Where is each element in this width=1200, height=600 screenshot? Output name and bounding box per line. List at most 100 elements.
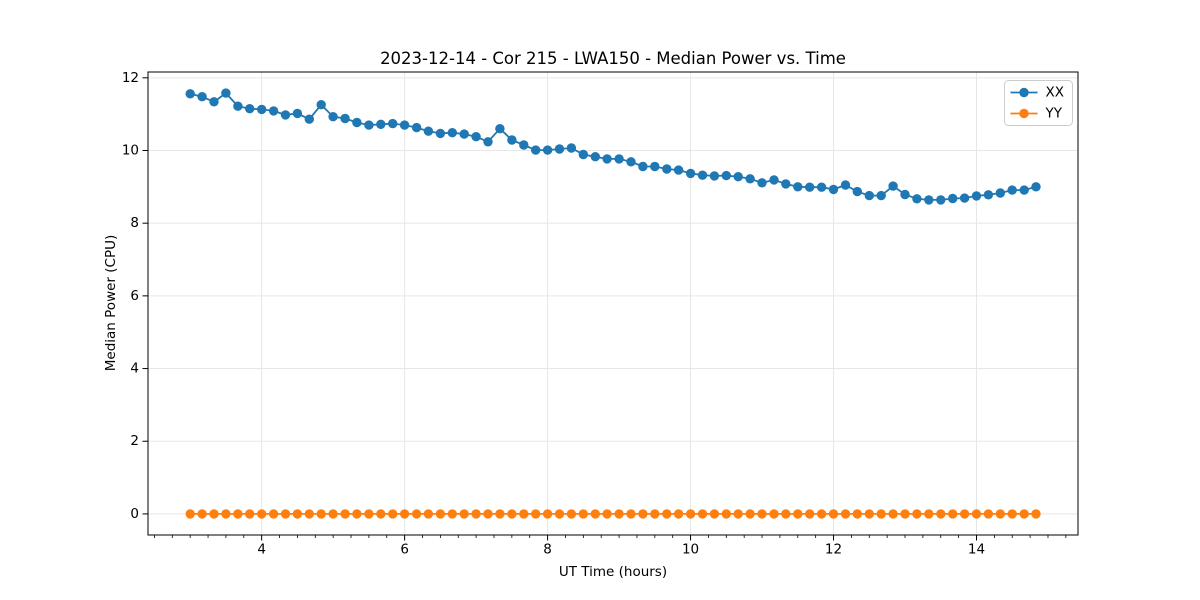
data-point (638, 161, 648, 172)
data-point (602, 509, 612, 519)
data-point (507, 135, 517, 145)
data-point (411, 509, 422, 519)
data-point (912, 509, 922, 519)
series-XX (185, 88, 1041, 205)
data-point (542, 145, 553, 155)
data-point (769, 509, 779, 519)
x-tick-label: 12 (825, 542, 842, 558)
data-point (507, 509, 517, 519)
data-point (793, 509, 803, 519)
data-point (435, 509, 446, 519)
data-point (673, 509, 684, 519)
series-line (189, 91, 1037, 201)
data-point (721, 509, 731, 519)
data-point (888, 509, 898, 519)
data-point (816, 509, 827, 519)
data-point (483, 509, 493, 519)
data-point (447, 509, 457, 519)
data-point (781, 179, 791, 189)
x-tick-label: 8 (543, 542, 552, 558)
data-point (519, 140, 529, 150)
data-point (566, 143, 577, 153)
data-point (268, 106, 279, 116)
data-point (852, 509, 862, 519)
data-point (662, 164, 672, 174)
data-point (1019, 185, 1029, 195)
data-point (1019, 509, 1029, 519)
chart-title: 2023-12-14 - Cor 215 - LWA150 - Median P… (380, 49, 846, 68)
data-point (1007, 185, 1017, 195)
data-point (626, 157, 636, 167)
data-point (268, 509, 279, 519)
y-tick-label: 12 (122, 70, 139, 86)
data-point (959, 193, 970, 203)
data-point (888, 181, 898, 191)
data-point (757, 509, 767, 519)
data-point (602, 154, 612, 164)
data-point (936, 195, 946, 205)
data-point (948, 193, 958, 204)
data-point (328, 509, 338, 519)
data-point (876, 190, 886, 201)
data-point (245, 104, 255, 114)
data-point (697, 170, 708, 180)
data-point (340, 113, 350, 124)
data-point (983, 509, 994, 519)
data-point (483, 137, 493, 147)
series-YY (185, 509, 1041, 519)
data-point (316, 509, 326, 519)
data-point (959, 509, 970, 519)
legend: XX YY (1004, 80, 1073, 126)
x-axis-label: UT Time (hours) (558, 564, 668, 580)
data-point (900, 189, 910, 200)
data-point (995, 188, 1005, 198)
y-axis-ticks: 0 2 4 6 8 10 12 (122, 70, 148, 522)
data-point (554, 509, 565, 519)
data-point (852, 186, 862, 197)
data-point (399, 509, 410, 519)
x-tick-label: 4 (257, 542, 266, 558)
data-point (912, 194, 922, 204)
data-point (447, 128, 457, 138)
data-point (936, 509, 946, 519)
data-point (304, 114, 314, 124)
data-point (781, 509, 791, 519)
data-point (971, 509, 982, 519)
data-point (519, 509, 529, 519)
data-point (876, 509, 886, 519)
data-point (531, 145, 541, 155)
data-point (662, 509, 672, 519)
data-point (197, 92, 207, 102)
data-point (233, 101, 243, 111)
y-tick-label: 2 (130, 433, 139, 449)
data-point (304, 509, 314, 519)
data-point (185, 89, 195, 99)
y-tick-label: 10 (122, 142, 139, 158)
data-point (983, 190, 994, 200)
data-point (280, 509, 291, 519)
data-point (924, 195, 934, 205)
data-point (554, 144, 565, 154)
data-point (828, 509, 839, 519)
data-point (221, 88, 231, 98)
x-axis-ticks: 4 6 8 10 12 14 (154, 535, 1067, 558)
data-point (805, 509, 815, 519)
data-point (685, 168, 696, 179)
data-point (709, 171, 720, 181)
data-point (197, 509, 207, 519)
data-point (423, 126, 434, 136)
data-point (292, 108, 303, 119)
legend-entry-YY: YY (1010, 106, 1063, 122)
data-point (721, 170, 731, 181)
data-point (864, 190, 874, 201)
data-point (542, 509, 553, 519)
legend-label: XX (1046, 85, 1065, 101)
data-point (411, 122, 422, 133)
data-point (757, 178, 767, 188)
data-point (435, 128, 446, 139)
data-point (816, 182, 827, 192)
data-point (971, 191, 982, 201)
y-axis-label-text: Median Power (CPU) (103, 234, 119, 372)
